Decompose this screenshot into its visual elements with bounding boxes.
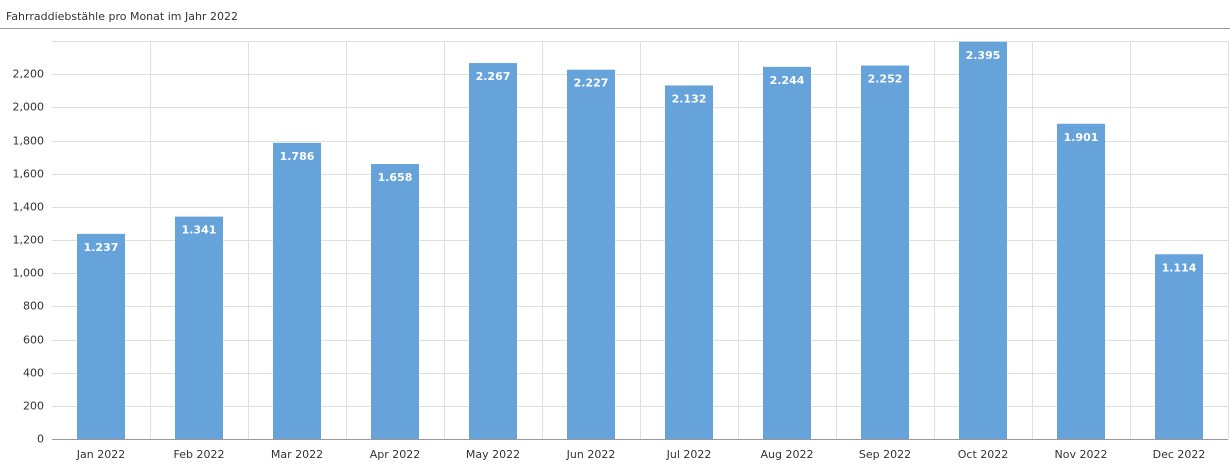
bar	[175, 216, 223, 439]
value-label: 1.341	[182, 224, 217, 237]
bar	[861, 65, 909, 439]
y-tick-label: 1,600	[13, 168, 45, 181]
value-label: 1.786	[280, 150, 315, 163]
x-tick-label: Jul 2022	[666, 448, 712, 461]
x-tick-label: Sep 2022	[859, 448, 911, 461]
value-label: 2.227	[574, 77, 609, 90]
value-label: 2.252	[868, 73, 903, 86]
x-tick-label: Jun 2022	[566, 448, 616, 461]
bar	[1155, 254, 1203, 439]
bar	[959, 41, 1007, 440]
bar	[77, 233, 125, 439]
value-label: 2.395	[966, 49, 1001, 62]
x-tick-label: Mar 2022	[271, 448, 323, 461]
y-tick-label: 1,000	[13, 267, 45, 280]
value-label: 2.132	[672, 92, 707, 105]
bar	[273, 142, 321, 440]
value-label: 1.901	[1064, 131, 1099, 144]
y-tick-label: 1,800	[13, 135, 45, 148]
y-tick-label: 800	[23, 300, 44, 313]
y-tick-label: 200	[23, 400, 44, 413]
bar	[567, 69, 615, 440]
y-tick-label: 1,400	[13, 201, 45, 214]
x-tick-label: Apr 2022	[370, 448, 421, 461]
value-label: 2.244	[770, 74, 805, 87]
value-label: 1.237	[84, 241, 119, 254]
y-tick-label: 1,200	[13, 234, 45, 247]
value-label: 1.658	[378, 171, 413, 184]
y-tick-label: 0	[37, 433, 44, 446]
x-tick-label: Nov 2022	[1055, 448, 1108, 461]
x-tick-label: Aug 2022	[761, 448, 814, 461]
x-tick-label: Jan 2022	[76, 448, 125, 461]
value-label: 1.114	[1162, 261, 1197, 274]
x-tick-label: May 2022	[466, 448, 520, 461]
x-tick-label: Feb 2022	[174, 448, 225, 461]
x-tick-label: Dec 2022	[1153, 448, 1206, 461]
bar	[469, 63, 517, 439]
bar	[371, 164, 419, 439]
y-tick-label: 600	[23, 334, 44, 347]
bar	[665, 85, 713, 440]
bar	[763, 66, 811, 440]
value-label: 2.267	[476, 70, 511, 83]
y-tick-label: 400	[23, 367, 44, 380]
y-tick-label: 2,200	[13, 68, 45, 81]
y-tick-label: 2,000	[13, 101, 45, 114]
chart-title: Fahrraddiebstähle pro Monat im Jahr 2022	[6, 10, 238, 23]
bar	[1057, 123, 1105, 440]
x-tick-label: Oct 2022	[958, 448, 1009, 461]
